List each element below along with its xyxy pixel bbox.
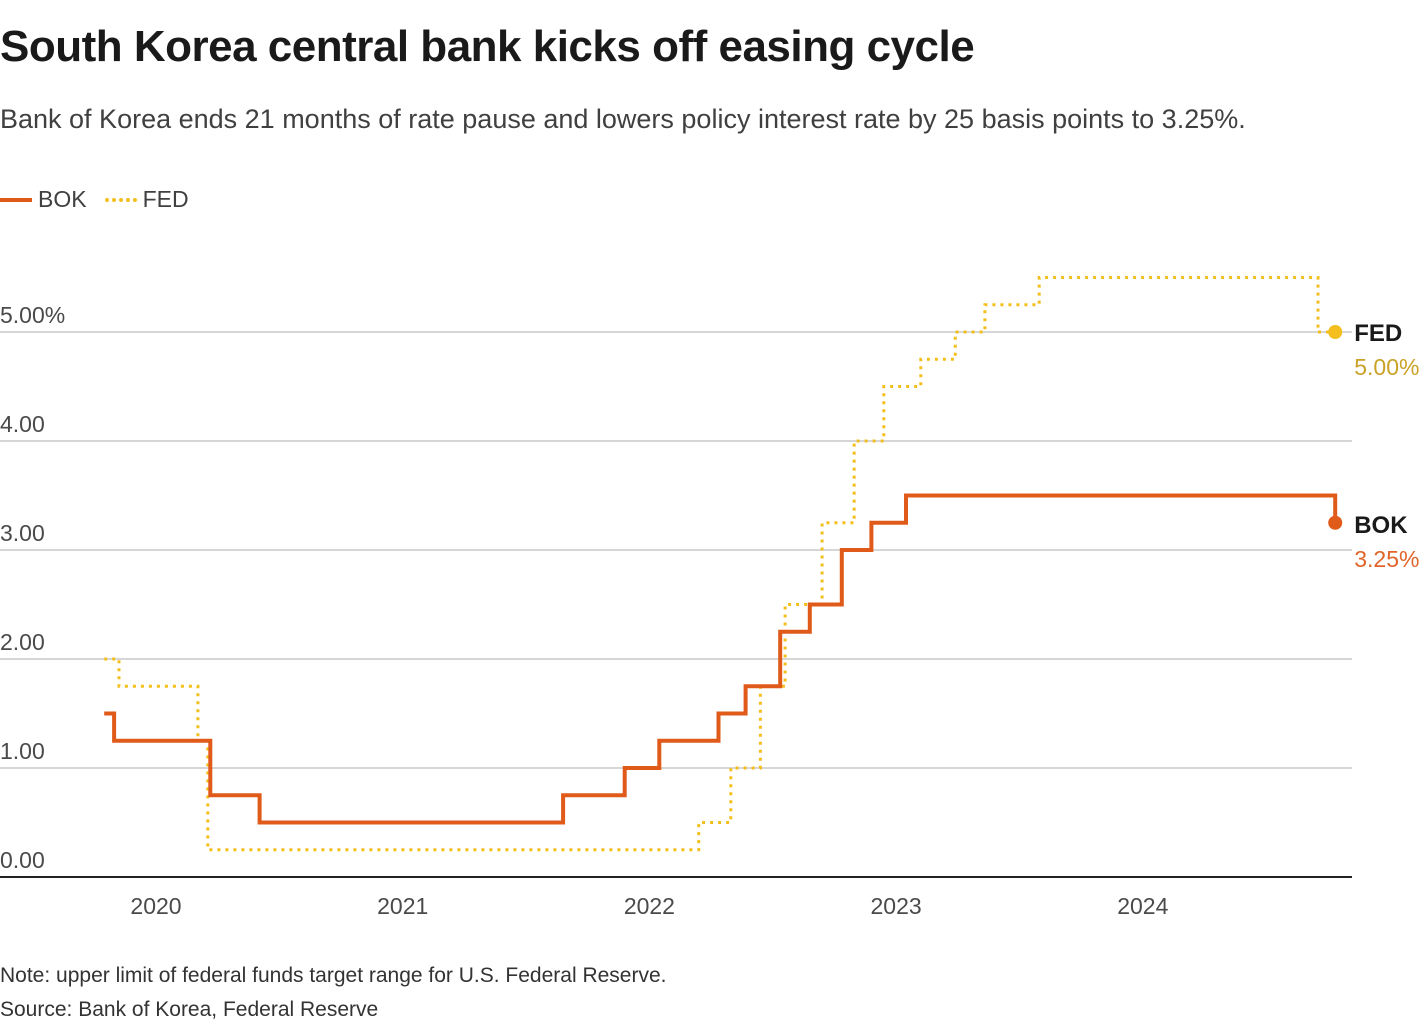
- y-tick-label: 4.00: [0, 411, 45, 437]
- fed-series-line: [104, 276, 1320, 852]
- chart-title: South Korea central bank kicks off easin…: [0, 22, 975, 71]
- note-text: Note: upper limit of federal funds targe…: [0, 964, 667, 987]
- x-tick-label: 2020: [130, 893, 181, 919]
- legend: BOK FED: [0, 186, 207, 213]
- fed-end-value-label: 5.00%: [1354, 354, 1419, 380]
- bok-end-label: BOK: [1354, 512, 1408, 539]
- x-tick-label: 2024: [1117, 893, 1168, 919]
- legend-item-fed: FED: [104, 186, 189, 213]
- legend-swatch-fed: [104, 197, 137, 202]
- bok-series-line: [104, 493, 1338, 825]
- bok-end-point: [1328, 515, 1343, 530]
- y-tick-label: 0.00: [0, 847, 45, 873]
- legend-label-fed: FED: [142, 186, 189, 212]
- source-text: Source: Bank of Korea, Federal Reserve: [0, 998, 379, 1021]
- bok-end-value-label: 3.25%: [1354, 546, 1419, 572]
- x-tick-label: 2023: [871, 893, 922, 919]
- fed-end-label: FED: [1354, 320, 1402, 347]
- chart-subtitle: Bank of Korea ends 21 months of rate pau…: [0, 104, 1246, 134]
- fed-end-point: [1328, 325, 1343, 339]
- legend-item-bok: BOK: [0, 186, 87, 213]
- y-tick-label: 1.00: [0, 738, 45, 764]
- x-tick-label: 2021: [377, 893, 428, 919]
- y-tick-label: 2.00: [0, 629, 45, 655]
- legend-label-bok: BOK: [38, 186, 87, 212]
- chart-area: 0.00 1.00 2.00 3.00 4.00 5.00% 2020 2021 2022 202…: [0, 276, 1419, 919]
- legend-swatch-bok: [0, 197, 32, 202]
- y-tick-label: 5.00%: [0, 302, 65, 328]
- x-tick-label: 2022: [624, 893, 675, 919]
- y-tick-label: 3.00: [0, 520, 45, 546]
